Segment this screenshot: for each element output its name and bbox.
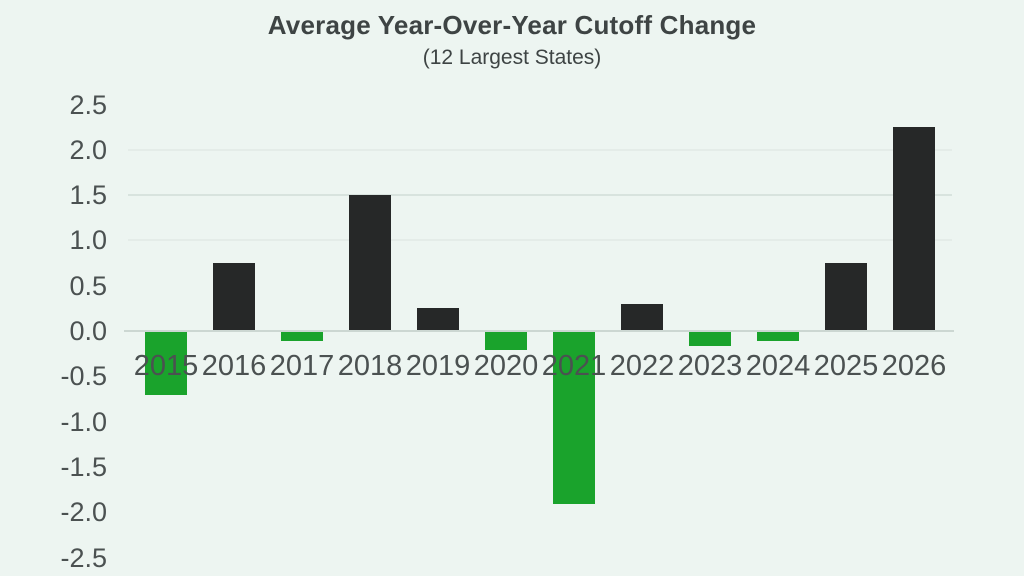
chart-header: Average Year-Over-Year Cutoff Change (12…	[0, 10, 1024, 70]
x-tick-label-2016: 2016	[201, 350, 267, 382]
y-tick-label: -1.0	[60, 406, 107, 437]
y-tick-label: -2.0	[60, 497, 107, 528]
x-tick-label-2025: 2025	[813, 350, 879, 382]
y-tick-label: 0.5	[69, 270, 107, 301]
x-tick-label-2024: 2024	[745, 350, 811, 382]
bar-2021	[553, 332, 595, 505]
bar-2025	[825, 263, 867, 330]
x-tick-label-2020: 2020	[473, 350, 539, 382]
bar-2016	[213, 263, 255, 330]
y-tick-label: -1.5	[60, 451, 107, 482]
x-tick-label-2021: 2021	[541, 350, 607, 382]
x-tick-label-2017: 2017	[269, 350, 335, 382]
x-tick-label-2018: 2018	[337, 350, 403, 382]
gridline-2.0	[128, 148, 952, 151]
x-tick-label-2026: 2026	[881, 350, 947, 382]
zero-axis-line	[124, 330, 954, 332]
x-tick-label-2022: 2022	[609, 350, 675, 382]
bar-2022	[621, 303, 663, 330]
bar-2019	[417, 308, 459, 330]
y-tick-label: -0.5	[60, 361, 107, 392]
y-tick-label: -2.5	[60, 542, 107, 573]
bar-2020	[485, 332, 527, 351]
chart-title: Average Year-Over-Year Cutoff Change	[267, 10, 757, 40]
chart-subtitle: (12 Largest States)	[422, 46, 602, 69]
bar-2017	[281, 332, 323, 342]
gridline-1.5	[128, 194, 952, 197]
y-tick-label: 2.5	[69, 89, 107, 120]
y-tick-label: 0.0	[69, 316, 107, 346]
x-tick-label-2015: 2015	[133, 350, 199, 382]
y-tick-label: 1.0	[69, 225, 107, 256]
bar-2015	[145, 332, 187, 396]
x-tick-label-2019: 2019	[405, 350, 471, 382]
y-tick-label: 2.0	[69, 134, 107, 165]
bar-2026	[893, 127, 935, 330]
bar-2023	[689, 332, 731, 346]
bar-2024	[757, 332, 799, 342]
bar-2018	[349, 195, 391, 330]
x-tick-label-2023: 2023	[677, 350, 743, 382]
y-tick-label: 1.5	[69, 180, 107, 211]
gridline-1.0	[128, 239, 952, 242]
